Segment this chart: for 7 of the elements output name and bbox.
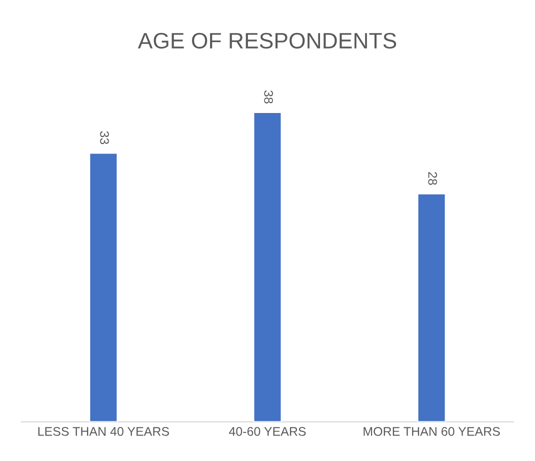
x-tick-label: 40-60 YEARS xyxy=(228,427,306,436)
data-label: 33 xyxy=(100,131,109,144)
chart-title: AGE OF RESPONDENTS xyxy=(138,32,396,49)
x-tick-label: LESS THAN 40 YEARS xyxy=(38,427,169,436)
data-label: 28 xyxy=(428,172,438,185)
x-tick-label: MORE THAN 60 YEARS xyxy=(364,427,500,436)
data-label: 38 xyxy=(264,90,273,104)
